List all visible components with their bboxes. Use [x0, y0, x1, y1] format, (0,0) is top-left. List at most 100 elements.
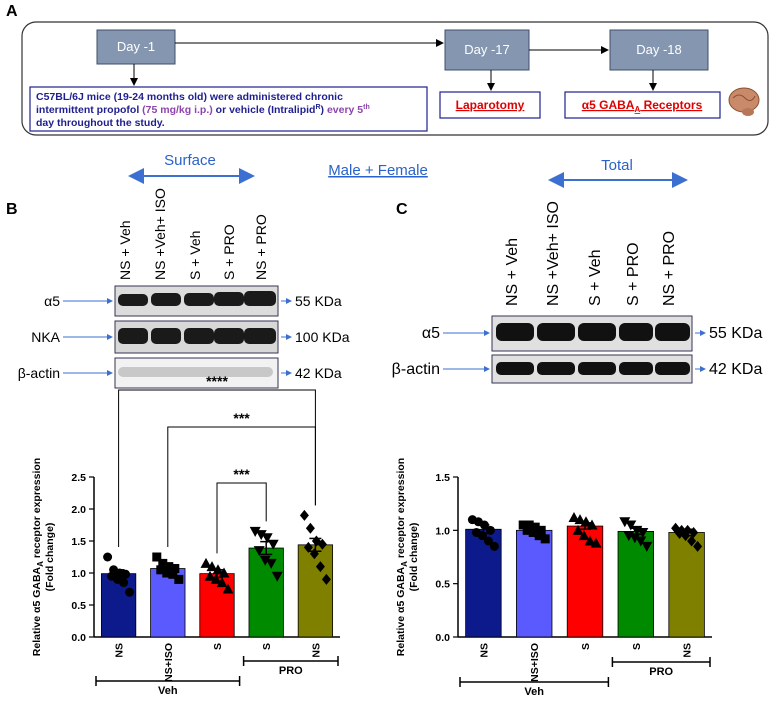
lane-label: NS + PRO — [661, 231, 678, 306]
x-tick-label: S — [580, 643, 592, 650]
data-point — [584, 535, 596, 546]
data-point — [580, 516, 592, 527]
data-point — [572, 524, 584, 535]
data-point — [265, 558, 277, 569]
size-label: 55 KDa — [709, 325, 762, 342]
data-point — [125, 587, 135, 597]
description: C57BL/6J mice (19-24 months old) were ad… — [36, 91, 373, 129]
lane-label: NS + PRO — [253, 214, 269, 280]
y-axis-label: Relative α5 GABAA receptor expression(Fo… — [31, 458, 56, 656]
data-point — [162, 568, 172, 578]
data-point — [249, 526, 261, 537]
y-tick-label: 1.5 — [435, 472, 450, 484]
data-point — [174, 574, 184, 584]
timeline-frame — [21, 21, 769, 136]
data-point — [590, 537, 602, 548]
group-label: PRO — [279, 665, 303, 677]
data-point — [635, 536, 647, 547]
significance-bracket — [167, 426, 316, 547]
data-point — [530, 522, 540, 532]
description-text: C57BL/6J mice (19-24 months old) were ad… — [36, 91, 343, 103]
data-point — [168, 569, 178, 579]
data-point — [216, 577, 228, 588]
blot — [491, 315, 693, 384]
data-point — [158, 558, 168, 568]
data-point — [210, 573, 222, 584]
group-label: Veh — [524, 686, 544, 698]
y-tick-label: 1.0 — [435, 525, 450, 537]
x-tick-label: NS+ISO — [163, 643, 175, 682]
data-point — [540, 534, 550, 544]
group-label: Veh — [158, 685, 178, 697]
bar — [297, 544, 334, 638]
data-point — [574, 514, 586, 525]
bar — [516, 529, 553, 638]
x-tick-label: NS — [114, 643, 126, 658]
data-point — [259, 555, 271, 566]
data-point — [255, 530, 267, 541]
bar — [199, 573, 235, 638]
data-point — [156, 565, 166, 575]
data-point — [317, 538, 327, 550]
y-axis-label-part: Relative α5 GABA — [31, 566, 43, 656]
y-tick-label: 1.5 — [71, 536, 86, 548]
data-point — [103, 552, 113, 562]
y-axis-label-part: (Fold change) — [44, 523, 56, 592]
description-box — [29, 86, 428, 132]
row-label: NKA — [31, 329, 60, 345]
data-point — [206, 561, 218, 572]
description-text: R — [315, 104, 320, 111]
data-point — [218, 567, 230, 578]
step-box — [96, 29, 176, 65]
x-tick-label: NS — [478, 643, 490, 658]
y-axis-label-part: A — [36, 561, 45, 567]
data-point — [637, 527, 649, 538]
data-point — [586, 519, 598, 530]
data-point — [303, 541, 313, 553]
data-point — [568, 512, 580, 523]
data-point — [271, 571, 283, 582]
y-tick-label: 2.0 — [71, 504, 86, 516]
x-tick-label: NS — [310, 643, 322, 658]
data-point — [518, 520, 528, 530]
blot — [114, 285, 279, 389]
lane-label: NS + Veh — [504, 238, 521, 306]
y-axis-label-part: (Fold change) — [408, 523, 420, 592]
data-point — [524, 520, 534, 530]
receptors: α5 GABAA Receptors — [582, 98, 703, 114]
data-point — [152, 552, 162, 562]
y-axis-label-part: receptor expression — [31, 458, 43, 561]
panel-label: A — [6, 3, 18, 20]
description-text: every 5 — [327, 104, 363, 116]
data-point — [536, 525, 546, 535]
description-text: ) — [321, 104, 327, 116]
data-point — [121, 569, 131, 579]
row-label: β-actin — [392, 361, 440, 378]
data-point — [522, 525, 532, 535]
y-tick-label: 0.5 — [71, 600, 86, 612]
description-text: or vehicle (Intralipid — [213, 104, 316, 116]
size-label: 42 KDa — [709, 361, 762, 378]
data-point — [619, 517, 631, 528]
y-tick-label: 0.5 — [435, 579, 450, 591]
lane-label: NS +Veh+ ISO — [545, 201, 562, 306]
description-text: intermittent propofol — [36, 104, 142, 116]
y-axis-label-part: A — [400, 561, 409, 567]
total-label: Total — [601, 157, 633, 174]
data-point — [578, 530, 590, 541]
row-label: α5 — [44, 293, 60, 309]
receptor-text: Receptors — [640, 98, 702, 112]
data-point — [305, 522, 315, 534]
data-point — [299, 509, 309, 521]
group-label: Male + Female — [328, 162, 428, 179]
row-label: α5 — [422, 325, 440, 342]
receptor-text: α5 GABA — [582, 98, 635, 112]
x-tick-label: S — [212, 643, 224, 650]
data-point — [315, 561, 325, 573]
lane-label: S + Veh — [187, 231, 203, 280]
data-point — [625, 520, 637, 531]
significance-label: *** — [233, 466, 250, 482]
data-point — [641, 541, 653, 552]
x-tick-label: S — [631, 643, 643, 650]
